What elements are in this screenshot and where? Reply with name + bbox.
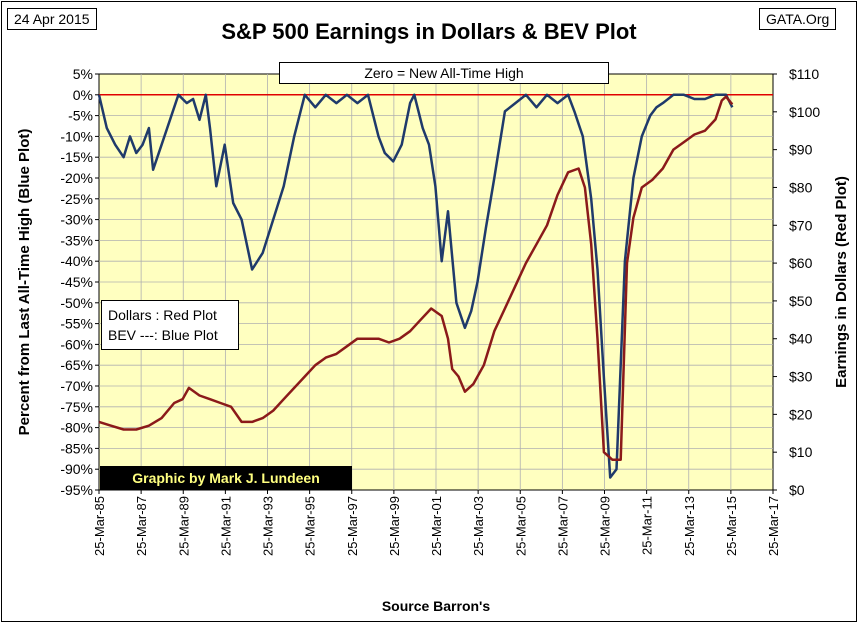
series-line-earnings [98,95,734,461]
right-tick-label: $90 [789,142,813,158]
left-tick-label: -35% [60,232,93,248]
left-tick-label: -20% [60,170,93,186]
left-tick-label: -70% [60,378,93,394]
left-tick-label: -60% [60,336,93,352]
left-tick-label: -75% [60,399,93,415]
x-tick-label: 25-Mar-05 [513,496,528,556]
chart-title: S&P 500 Earnings in Dollars & BEV Plot [221,19,637,44]
left-tick-label: -45% [60,274,93,290]
right-tick-label: $100 [789,104,820,120]
legend-dollars: Dollars : Red Plot [108,307,217,323]
right-tick-label: $80 [789,179,813,195]
right-tick-label: $60 [789,255,813,271]
right-tick-label: $0 [789,482,805,498]
x-tick-label: 25-Mar-07 [555,496,570,556]
right-tick-label: $40 [789,331,813,347]
x-axis-ticks: 25-Mar-85 25-Mar-87 25-Mar-89 25-Mar-91 25-M… [92,490,781,556]
legend-bev: BEV ---: Blue Plot [108,327,218,343]
source-site-label: GATA.Org [759,8,837,30]
x-tick-label: 25-Mar-03 [471,496,486,556]
left-tick-label: -30% [60,212,93,228]
series-lines [97,93,734,479]
right-tick-label: $110 [789,66,819,82]
legend-box: Dollars : Red Plot BEV ---: Blue Plot [101,300,239,350]
left-tick-label: -65% [60,357,93,373]
right-tick-label: $30 [789,369,813,385]
right-tick-label: $20 [789,406,813,422]
left-axis-ticks: 5% 0% -5% -10% -15% -20% -25% -30% -35% -40% -45% -… [60,66,99,498]
x-axis-label: Source Barron's [382,598,491,614]
x-tick-label: 25-Mar-15 [724,496,739,556]
x-tick-label: 25-Mar-09 [598,496,613,556]
x-tick-label: 25-Mar-11 [640,496,655,555]
left-tick-label: 0% [73,87,93,103]
left-tick-label: -90% [60,461,93,477]
x-tick-label: 25-Mar-89 [176,496,191,556]
left-tick-label: -10% [60,128,93,144]
x-tick-label: 25-Mar-17 [766,496,781,556]
x-tick-label: 25-Mar-01 [429,496,444,556]
left-tick-label: -40% [60,253,93,269]
left-tick-label: -80% [60,420,93,436]
x-tick-label: 25-Mar-87 [134,496,149,556]
left-tick-label: -95% [60,482,93,498]
left-tick-label: -5% [68,108,93,124]
x-tick-label: 25-Mar-97 [345,496,360,556]
x-tick-label: 25-Mar-93 [261,496,276,556]
x-tick-label: 25-Mar-13 [682,496,697,556]
x-tick-label: 25-Mar-95 [303,496,318,556]
right-tick-label: $50 [789,293,813,309]
left-tick-label: -25% [60,191,93,207]
left-tick-label: -50% [60,295,93,311]
left-tick-label: 5% [73,66,93,82]
right-tick-label: $70 [789,217,813,233]
y-axis-left-label: Percent from Last All-Time High (Blue Pl… [16,129,33,436]
left-tick-label: -55% [60,316,93,332]
x-tick-label: 25-Mar-85 [92,496,107,556]
left-tick-label: -15% [60,149,93,165]
gridlines [99,74,773,490]
right-axis-ticks: $110 $100 $90 $80 $70 $60 $50 $40 $30 $20 $10 $0 [773,66,820,498]
right-tick-label: $10 [789,444,813,460]
x-tick-label: 25-Mar-91 [218,496,233,556]
left-tick-label: -85% [60,440,93,456]
zero-annotation: Zero = New All-Time High [279,62,609,84]
credit-banner: Graphic by Mark J. Lundeen [100,466,352,490]
x-tick-label: 25-Mar-99 [387,496,402,556]
y-axis-right-label: Earnings in Dollars (Red Plot) [833,176,850,388]
series-line-bev [97,93,734,479]
date-label: 24 Apr 2015 [7,8,97,30]
